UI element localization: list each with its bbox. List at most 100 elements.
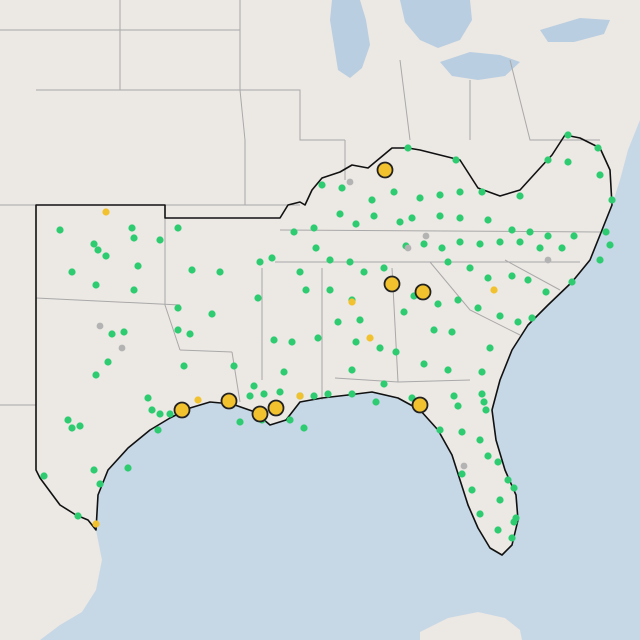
green-site-marker[interactable] <box>96 480 104 488</box>
green-site-marker[interactable] <box>104 358 112 366</box>
green-site-marker[interactable] <box>360 268 368 276</box>
green-site-marker[interactable] <box>454 296 462 304</box>
green-site-marker[interactable] <box>268 254 276 262</box>
green-site-marker[interactable] <box>102 252 110 260</box>
green-site-marker[interactable] <box>456 188 464 196</box>
green-site-marker[interactable] <box>542 288 550 296</box>
green-site-marker[interactable] <box>482 406 490 414</box>
green-site-marker[interactable] <box>108 330 116 338</box>
green-site-marker[interactable] <box>478 390 486 398</box>
green-site-marker[interactable] <box>124 464 132 472</box>
large-yellow-site-marker[interactable] <box>220 392 238 410</box>
green-site-marker[interactable] <box>318 181 326 189</box>
yellow-site-marker[interactable] <box>102 208 110 216</box>
green-site-marker[interactable] <box>256 258 264 266</box>
green-site-marker[interactable] <box>352 338 360 346</box>
green-site-marker[interactable] <box>544 232 552 240</box>
green-site-marker[interactable] <box>484 452 492 460</box>
green-site-marker[interactable] <box>468 486 476 494</box>
green-site-marker[interactable] <box>288 338 296 346</box>
green-site-marker[interactable] <box>90 240 98 248</box>
green-site-marker[interactable] <box>436 212 444 220</box>
gray-site-marker[interactable] <box>96 322 104 330</box>
green-site-marker[interactable] <box>68 268 76 276</box>
green-site-marker[interactable] <box>56 226 64 234</box>
yellow-site-marker[interactable] <box>348 298 356 306</box>
green-site-marker[interactable] <box>324 390 332 398</box>
green-site-marker[interactable] <box>208 310 216 318</box>
green-site-marker[interactable] <box>156 410 164 418</box>
green-site-marker[interactable] <box>450 392 458 400</box>
green-site-marker[interactable] <box>568 278 576 286</box>
green-site-marker[interactable] <box>130 286 138 294</box>
green-site-marker[interactable] <box>188 266 196 274</box>
green-site-marker[interactable] <box>458 428 466 436</box>
green-site-marker[interactable] <box>454 402 462 410</box>
green-site-marker[interactable] <box>312 244 320 252</box>
green-site-marker[interactable] <box>390 188 398 196</box>
green-site-marker[interactable] <box>186 330 194 338</box>
green-site-marker[interactable] <box>524 276 532 284</box>
green-site-marker[interactable] <box>458 470 466 478</box>
green-site-marker[interactable] <box>352 220 360 228</box>
green-site-marker[interactable] <box>436 191 444 199</box>
green-site-marker[interactable] <box>174 326 182 334</box>
yellow-site-marker[interactable] <box>366 334 374 342</box>
green-site-marker[interactable] <box>558 244 566 252</box>
large-yellow-site-marker[interactable] <box>414 283 432 301</box>
green-site-marker[interactable] <box>348 390 356 398</box>
green-site-marker[interactable] <box>444 366 452 374</box>
green-site-marker[interactable] <box>64 416 72 424</box>
green-site-marker[interactable] <box>476 240 484 248</box>
green-site-marker[interactable] <box>128 224 136 232</box>
green-site-marker[interactable] <box>510 518 518 526</box>
green-site-marker[interactable] <box>476 436 484 444</box>
green-site-marker[interactable] <box>456 238 464 246</box>
green-site-marker[interactable] <box>494 526 502 534</box>
green-site-marker[interactable] <box>420 240 428 248</box>
green-site-marker[interactable] <box>526 228 534 236</box>
green-site-marker[interactable] <box>246 392 254 400</box>
yellow-site-marker[interactable] <box>194 396 202 404</box>
green-site-marker[interactable] <box>166 410 174 418</box>
green-site-marker[interactable] <box>76 422 84 430</box>
green-site-marker[interactable] <box>404 144 412 152</box>
green-site-marker[interactable] <box>368 196 376 204</box>
green-site-marker[interactable] <box>300 424 308 432</box>
green-site-marker[interactable] <box>90 466 98 474</box>
green-site-marker[interactable] <box>380 264 388 272</box>
green-site-marker[interactable] <box>408 214 416 222</box>
green-site-marker[interactable] <box>156 236 164 244</box>
green-site-marker[interactable] <box>594 144 602 152</box>
green-site-marker[interactable] <box>236 418 244 426</box>
green-site-marker[interactable] <box>180 362 188 370</box>
green-site-marker[interactable] <box>372 398 380 406</box>
green-site-marker[interactable] <box>230 362 238 370</box>
green-site-marker[interactable] <box>438 244 446 252</box>
green-site-marker[interactable] <box>134 262 142 270</box>
green-site-marker[interactable] <box>334 318 342 326</box>
green-site-marker[interactable] <box>92 281 100 289</box>
green-site-marker[interactable] <box>504 476 512 484</box>
green-site-marker[interactable] <box>606 241 614 249</box>
green-site-marker[interactable] <box>452 156 460 164</box>
yellow-site-marker[interactable] <box>490 286 498 294</box>
green-site-marker[interactable] <box>516 192 524 200</box>
green-site-marker[interactable] <box>564 158 572 166</box>
gray-site-marker[interactable] <box>422 232 430 240</box>
green-site-marker[interactable] <box>326 256 334 264</box>
green-site-marker[interactable] <box>396 218 404 226</box>
green-site-marker[interactable] <box>314 334 322 342</box>
green-site-marker[interactable] <box>74 512 82 520</box>
large-yellow-site-marker[interactable] <box>376 161 394 179</box>
green-site-marker[interactable] <box>444 258 452 266</box>
green-site-marker[interactable] <box>310 224 318 232</box>
green-site-marker[interactable] <box>484 216 492 224</box>
green-site-marker[interactable] <box>508 272 516 280</box>
green-site-marker[interactable] <box>496 496 504 504</box>
green-site-marker[interactable] <box>596 256 604 264</box>
green-site-marker[interactable] <box>436 426 444 434</box>
green-site-marker[interactable] <box>302 286 310 294</box>
green-site-marker[interactable] <box>392 348 400 356</box>
